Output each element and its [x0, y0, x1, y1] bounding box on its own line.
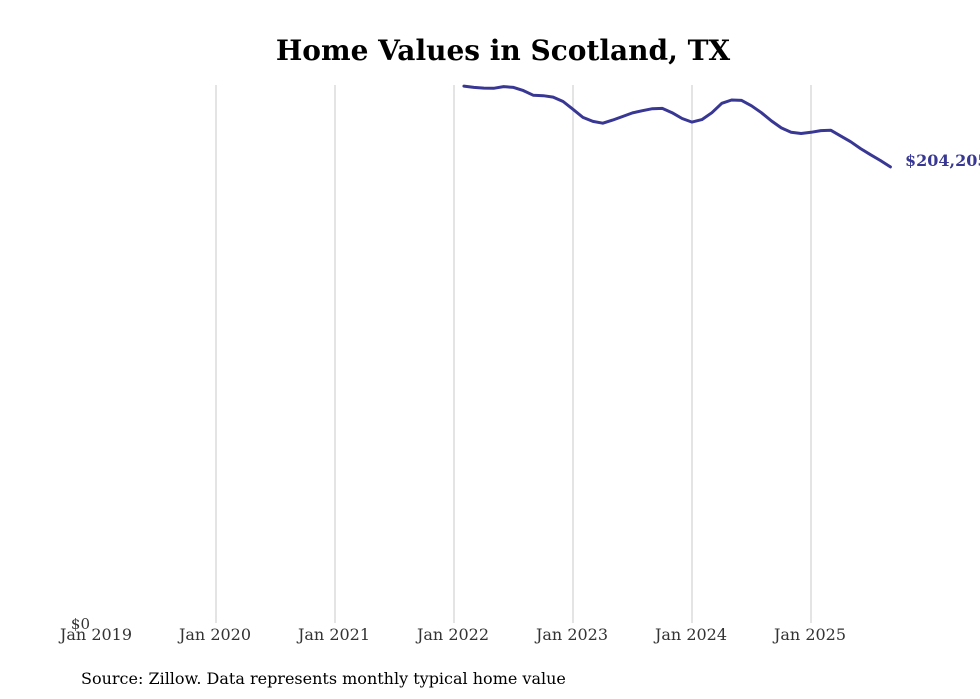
x-tick-label: Jan 2021	[296, 625, 370, 644]
x-tick-label: Jan 2022	[415, 625, 489, 644]
y-axis-tick-labels: $0	[71, 615, 90, 633]
end-value-label: $204,205	[905, 151, 980, 170]
x-tick-label: Jan 2023	[534, 625, 608, 644]
x-tick-label: Jan 2024	[653, 625, 727, 644]
gridlines	[215, 85, 812, 623]
chart-title: Home Values in Scotland, TX	[276, 34, 731, 67]
series-line-home-value	[462, 84, 892, 169]
x-axis-tick-labels: Jan 2019 Jan 2020 Jan 2021 Jan 2022 Jan 2023…	[58, 625, 846, 644]
y-tick-label: $0	[71, 615, 90, 633]
source-note: Source: Zillow. Data represents monthly …	[81, 669, 566, 688]
x-tick-label: Jan 2025	[772, 625, 846, 644]
x-tick-label: Jan 2019	[58, 625, 132, 644]
x-tick-label: Jan 2020	[177, 625, 251, 644]
